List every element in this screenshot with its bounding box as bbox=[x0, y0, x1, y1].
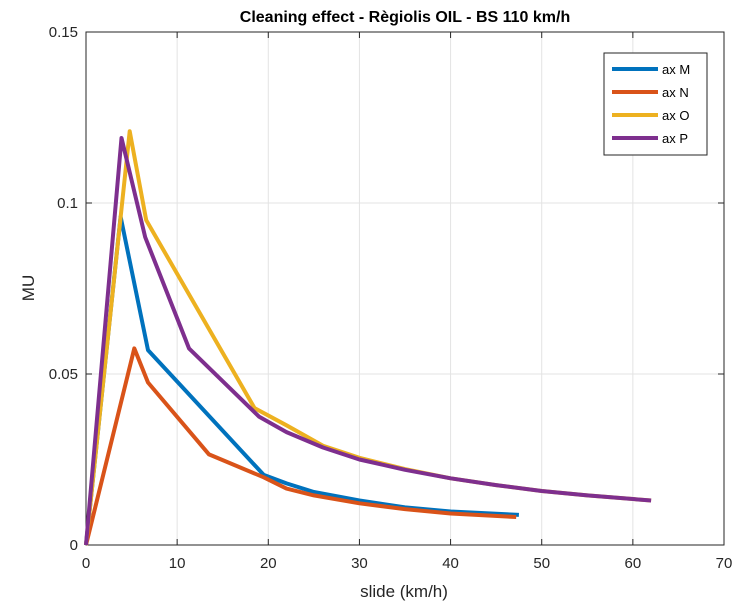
x-axis-label: slide (km/h) bbox=[360, 582, 448, 601]
y-tick-label: 0.05 bbox=[49, 366, 78, 383]
y-tick-label: 0.15 bbox=[49, 24, 78, 41]
x-tick-label: 0 bbox=[82, 555, 90, 572]
axes-box bbox=[85, 31, 725, 546]
tick-labels: 0 10 20 30 40 50 60 70 0 0.05 0.1 0.15 bbox=[49, 24, 733, 572]
axes-frame bbox=[85, 31, 725, 546]
y-tick-label: 0.1 bbox=[57, 195, 78, 212]
y-tick-label: 0 bbox=[70, 537, 78, 554]
x-tick-label: 60 bbox=[625, 555, 642, 572]
series-line-ax-n bbox=[84, 346, 517, 546]
series-line-ax-p bbox=[84, 136, 652, 546]
y-axis-label: MU bbox=[19, 275, 38, 301]
legend-entry: ax P bbox=[662, 131, 688, 146]
x-tick-label: 30 bbox=[351, 555, 368, 572]
legend-entry: ax O bbox=[662, 108, 689, 123]
legend-entry: ax N bbox=[662, 85, 689, 100]
chart-title: Cleaning effect - Règiolis OIL - BS 110 … bbox=[240, 9, 570, 26]
x-tick-label: 10 bbox=[169, 555, 186, 572]
x-tick-label: 20 bbox=[260, 555, 277, 572]
x-tick-label: 40 bbox=[442, 555, 459, 572]
legend-entry: ax M bbox=[662, 62, 690, 77]
x-tick-label: 70 bbox=[716, 555, 733, 572]
series-lines bbox=[84, 129, 652, 546]
legend: ax M ax N ax O ax P bbox=[603, 52, 708, 156]
x-tick-label: 50 bbox=[533, 555, 550, 572]
